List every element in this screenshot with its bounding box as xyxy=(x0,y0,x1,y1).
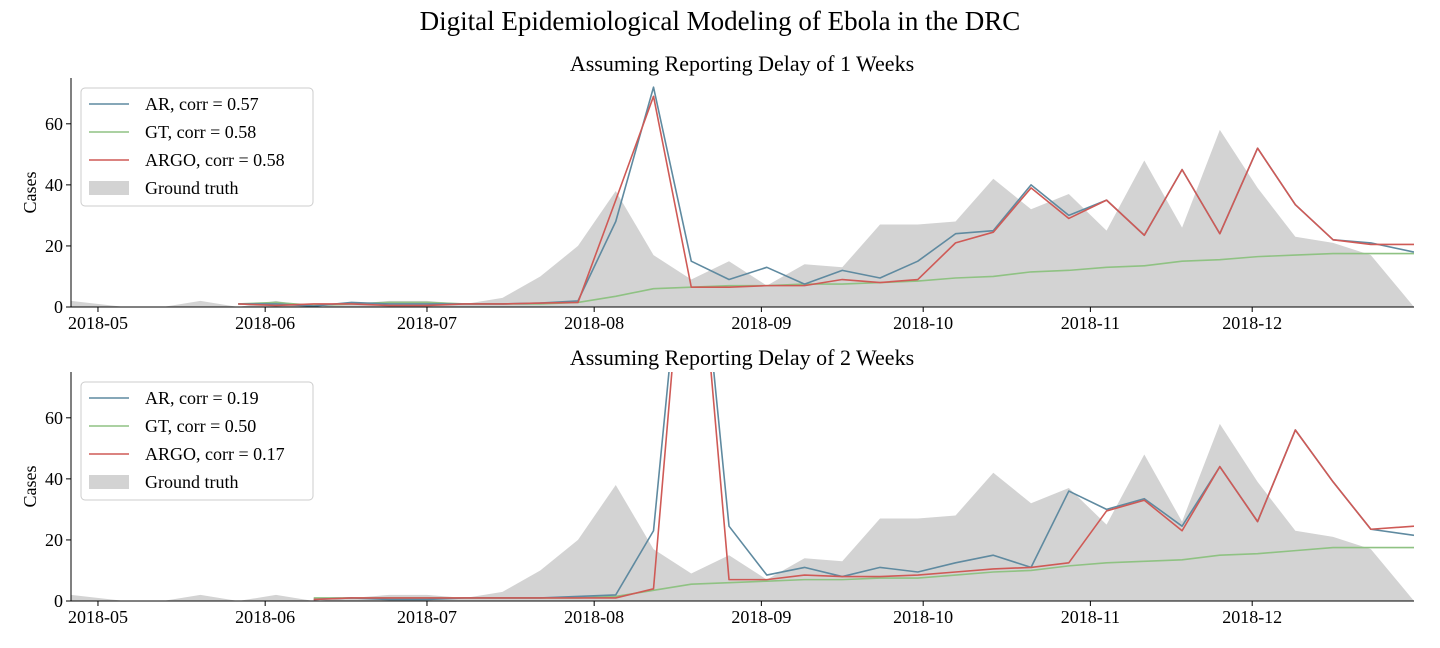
x-tick-label: 2018-09 xyxy=(731,313,791,333)
y-tick-label: 20 xyxy=(45,530,63,550)
ground-truth-area xyxy=(71,423,1414,601)
y-tick-label: 40 xyxy=(45,469,63,489)
x-tick-label: 2018-07 xyxy=(397,607,457,627)
legend-label: GT, corr = 0.50 xyxy=(145,416,256,436)
x-tick-label: 2018-09 xyxy=(731,607,791,627)
y-axis-label: Cases xyxy=(20,466,40,508)
x-tick-label: 2018-12 xyxy=(1222,313,1282,333)
x-tick-label: 2018-05 xyxy=(68,313,128,333)
y-tick-label: 0 xyxy=(54,591,63,611)
subplot-title: Assuming Reporting Delay of 2 Weeks xyxy=(569,345,915,370)
legend-label: GT, corr = 0.58 xyxy=(145,122,256,142)
ground-truth-area xyxy=(71,129,1414,307)
y-tick-label: 40 xyxy=(45,175,63,195)
x-tick-label: 2018-05 xyxy=(68,607,128,627)
x-tick-label: 2018-11 xyxy=(1061,607,1120,627)
y-tick-label: 60 xyxy=(45,408,63,428)
legend: AR, corr = 0.57 GT, corr = 0.58 ARGO, corr… xyxy=(80,87,314,207)
y-axis-label: Cases xyxy=(20,172,40,214)
legend-label: AR, corr = 0.19 xyxy=(145,388,259,408)
figure-title: Digital Epidemiological Modeling of Ebol… xyxy=(419,6,1021,36)
plot-area xyxy=(71,86,1414,307)
x-tick-label: 2018-08 xyxy=(564,313,624,333)
subplot-delay-1-week: Assuming Reporting Delay of 1 Weeks 0 20 4… xyxy=(20,51,1414,333)
series-line-gt xyxy=(238,252,1414,307)
x-tick-label: 2018-10 xyxy=(893,313,953,333)
legend-frame xyxy=(80,87,314,207)
y-tick-label: 20 xyxy=(45,236,63,256)
y-tick-label: 0 xyxy=(54,297,63,317)
series-line-argo xyxy=(238,95,1414,307)
chart-svg: 0 20 40 60 2018-05 2018-06 2018-07 2018-08 2018-… xyxy=(20,78,1414,333)
subplot-delay-2-weeks: Assuming Reporting Delay of 2 Weeks 0 20 4… xyxy=(0,294,1440,648)
series-line-argo xyxy=(313,372,1414,601)
legend-label: AR, corr = 0.57 xyxy=(145,94,259,114)
legend-swatch-patch xyxy=(89,181,129,195)
x-tick-label: 2018-10 xyxy=(893,607,953,627)
x-tick-label: 2018-06 xyxy=(235,313,295,333)
x-tick-label: 2018-07 xyxy=(397,313,457,333)
x-tick-label: 2018-08 xyxy=(564,607,624,627)
subplot-title: Assuming Reporting Delay of 1 Weeks xyxy=(569,51,915,76)
legend: AR, corr = 0.19 GT, corr = 0.50 ARGO, corr… xyxy=(80,381,314,501)
y-tick-label: 60 xyxy=(45,114,63,134)
chart-svg: 0 20 40 60 2018-05 2018-06 2018-07 2018-08 2018-… xyxy=(20,372,1414,627)
legend-label: Ground truth xyxy=(145,472,239,492)
x-tick-label: 2018-12 xyxy=(1222,607,1282,627)
legend-swatch-patch xyxy=(89,475,129,489)
legend-label: ARGO, corr = 0.17 xyxy=(145,444,285,464)
legend-label: ARGO, corr = 0.58 xyxy=(145,150,285,170)
plot-area xyxy=(71,372,1414,601)
legend-frame xyxy=(80,381,314,501)
legend-label: Ground truth xyxy=(145,178,239,198)
x-tick-label: 2018-11 xyxy=(1061,313,1120,333)
x-tick-label: 2018-06 xyxy=(235,607,295,627)
